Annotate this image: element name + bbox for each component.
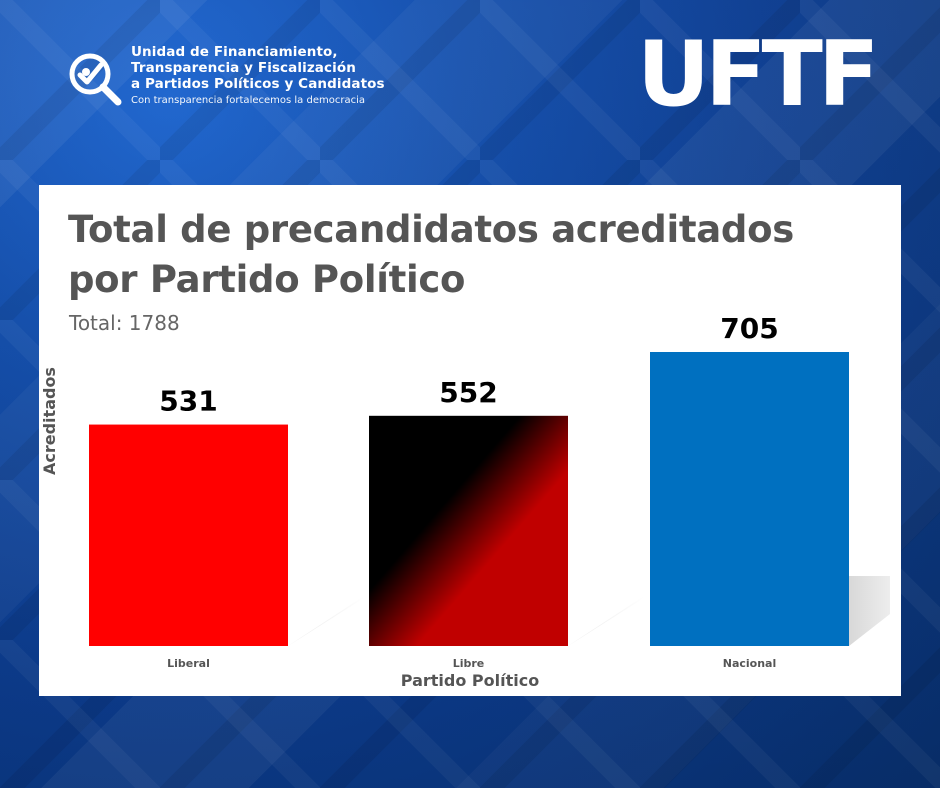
data-label-libre: 552 [439,376,497,409]
org-line-1: Unidad de Financiamiento, [131,44,338,60]
magnifier-check-icon [69,53,122,106]
x-axis-label: Partido Político [400,671,540,690]
org-line-3: a Partidos Políticos y Candidatos [131,76,385,92]
bar-liberal [89,424,288,646]
x-tick-nacional: Nacional [723,657,777,670]
x-tick-libre: Libre [453,657,485,670]
chart-title: Total de precandidatos acreditados por P… [68,205,794,305]
org-line-2: Transparencia y Fiscalización [131,60,356,76]
bar-nacional [650,352,849,646]
chart-title-line-1: Total de precandidatos acreditados [68,208,794,251]
bar-libre [369,415,568,646]
data-label-nacional: 705 [720,312,778,345]
org-tagline: Con transparencia fortalecemos la democr… [131,95,365,106]
organization-logo: Unidad de Financiamiento, Transparencia … [62,44,412,114]
chart-subtitle: Total: 1788 [69,311,180,335]
data-label-liberal: 531 [159,385,217,418]
bar-shadow-nacional [849,576,890,646]
bar-shadow-libre [568,596,644,646]
bar-chart: 531 Liberal 552 Libre 705 Nacional [89,312,890,670]
chart-title-line-2: por Partido Político [68,258,466,301]
organization-text: Unidad de Financiamiento, Transparencia … [131,44,421,108]
x-tick-liberal: Liberal [167,657,210,670]
bar-shadow-liberal [288,596,364,646]
brand-wordmark: UFTF [637,22,879,127]
chart-panel: Total de precandidatos acreditados por P… [39,185,901,696]
